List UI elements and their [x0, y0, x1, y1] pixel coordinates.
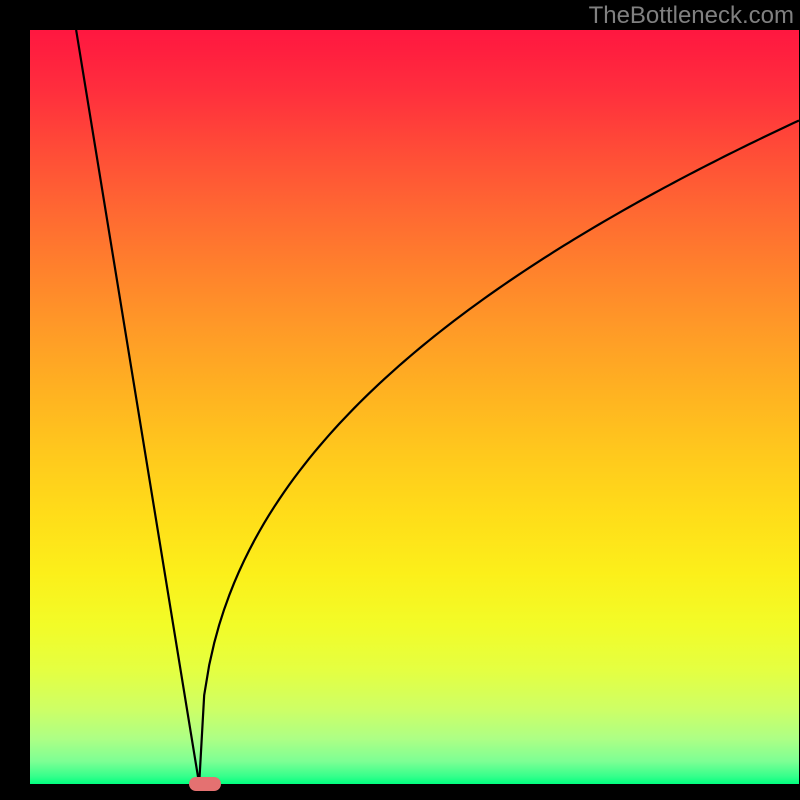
watermark-text: TheBottleneck.com [589, 2, 794, 30]
chart-svg [30, 30, 799, 784]
plot-area [30, 30, 799, 784]
chart-container: TheBottleneck.com [0, 0, 800, 800]
bottleneck-marker [189, 777, 221, 791]
bottleneck-curve [76, 30, 799, 784]
